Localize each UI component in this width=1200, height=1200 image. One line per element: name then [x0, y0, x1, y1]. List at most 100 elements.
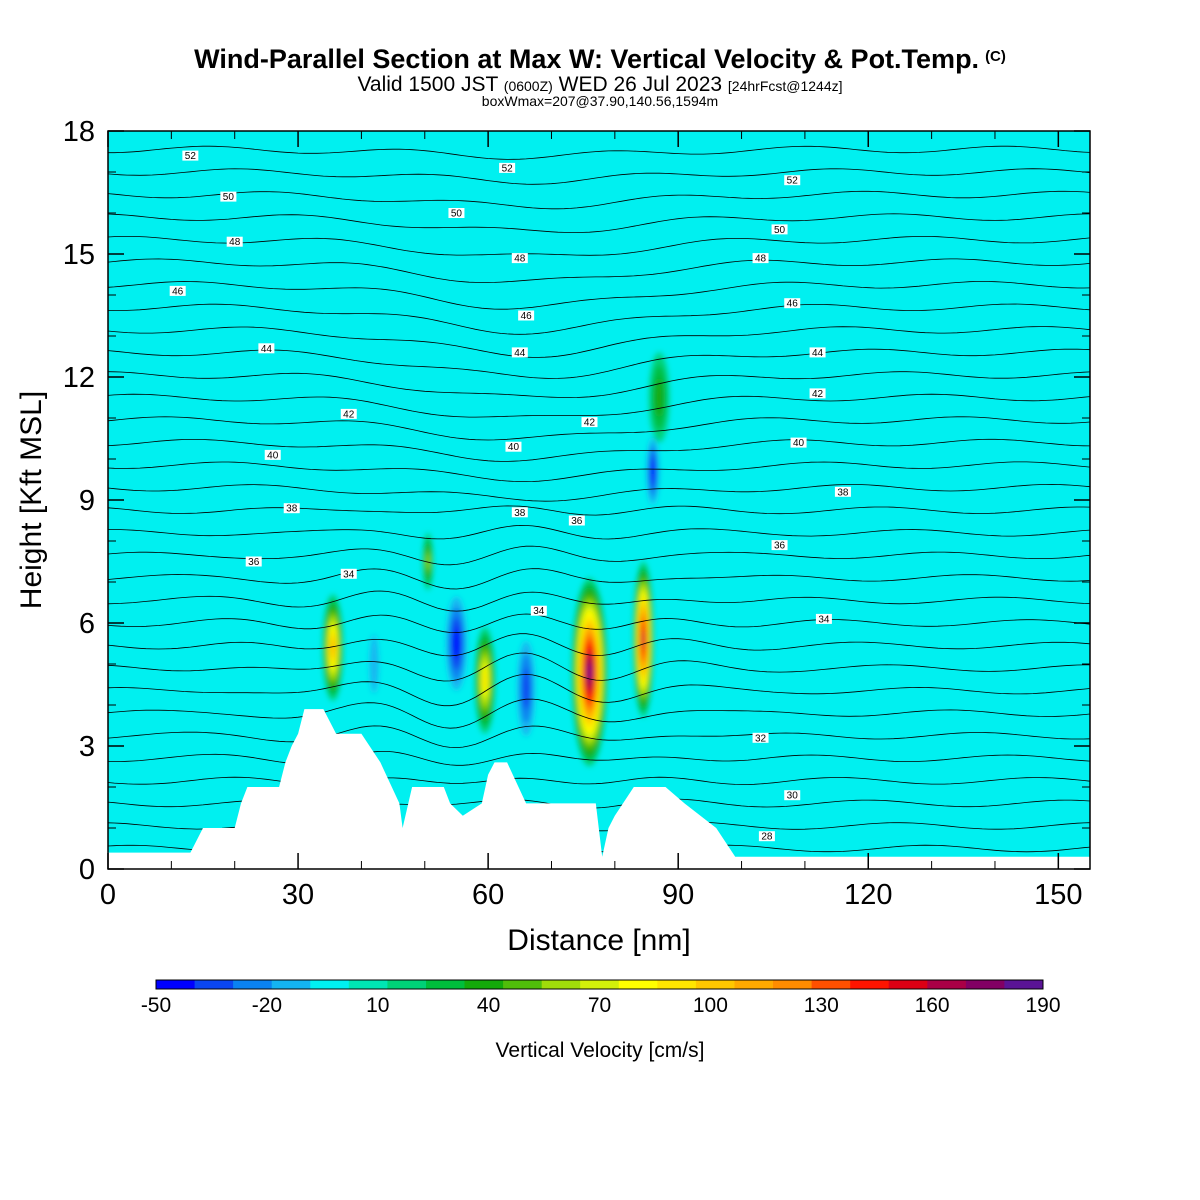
theta-label-22: 38: [511, 507, 528, 519]
y-tick-label: 12: [63, 362, 95, 394]
w-feature-4: [633, 561, 654, 718]
colorbar-tick-label: -20: [252, 994, 282, 1017]
colorbar-tick-label: 100: [693, 994, 728, 1017]
theta-label-text: 42: [343, 409, 355, 420]
theta-label-text: 44: [812, 348, 824, 359]
theta-label-0: 52: [182, 150, 199, 162]
isentrope: [108, 776, 1090, 785]
colorbar-swatch: [618, 980, 658, 989]
theta-label-text: 42: [584, 418, 596, 429]
theta-label-text: 36: [571, 516, 583, 527]
theta-label-23: 38: [834, 486, 851, 498]
isentrope: [108, 461, 1090, 482]
colorbar-swatch: [194, 980, 234, 989]
theta-label-4: 50: [448, 208, 465, 220]
colorbar-swatch: [734, 980, 774, 989]
colorbar-swatch: [503, 980, 543, 989]
theta-label-20: 40: [790, 437, 807, 449]
theta-label-29: 34: [815, 613, 832, 625]
isentrope: [108, 438, 1090, 462]
w-feature-2: [474, 627, 496, 734]
theta-label-text: 44: [514, 348, 526, 359]
chart-subtitle: Valid 1500 JST (0600Z) WED 26 Jul 2023 […: [357, 73, 843, 96]
theta-label-19: 40: [505, 441, 522, 453]
theta-label-25: 36: [568, 515, 585, 527]
colorbar-swatch: [310, 980, 350, 989]
theta-label-text: 34: [818, 614, 830, 625]
colorbar-tick-label: 10: [366, 994, 389, 1017]
isentrope: [108, 145, 1090, 160]
theta-label-text: 48: [755, 254, 767, 265]
isentrope: [108, 698, 1090, 729]
theta-label-text: 50: [223, 192, 235, 203]
y-tick-label: 6: [79, 608, 95, 640]
isentrope: [108, 371, 1090, 398]
theta-label-text: 40: [793, 438, 805, 449]
theta-label-11: 46: [784, 298, 801, 310]
w-feature-6: [514, 627, 538, 751]
theta-label-text: 40: [508, 442, 520, 453]
isentrope: [108, 652, 1090, 682]
theta-label-32: 28: [758, 831, 775, 843]
theta-label-13: 44: [511, 347, 528, 359]
x-axis-label: Distance [nm]: [507, 924, 690, 957]
colorbar-swatch: [156, 980, 196, 989]
y-tick-label: 3: [79, 731, 95, 763]
isentrope: [108, 416, 1090, 441]
chart-info: boxWmax=207@37.90,140.56,1594m: [481, 93, 719, 109]
colorbar-swatch: [541, 980, 581, 989]
forecast-date: WED 26 Jul 2023: [558, 73, 723, 96]
isentrope: [108, 613, 1090, 634]
colorbar-swatch: [387, 980, 427, 989]
x-tick-label: 0: [100, 879, 116, 911]
theta-label-text: 52: [502, 163, 514, 174]
theta-label-16: 42: [581, 417, 598, 429]
zulu-time: (0600Z): [503, 78, 553, 94]
theta-label-text: 46: [787, 299, 799, 310]
colorbar-swatch: [348, 980, 388, 989]
colorbar-swatch: [1004, 980, 1044, 989]
theta-label-6: 48: [226, 236, 243, 248]
x-tick-label: 150: [1034, 879, 1082, 911]
isentrope: [108, 168, 1090, 185]
colorbar-swatch: [965, 980, 1005, 989]
theta-label-5: 50: [771, 224, 788, 236]
theta-label-7: 48: [511, 253, 528, 265]
isentrope: [108, 190, 1090, 210]
colorbar-frame: [155, 979, 1044, 990]
y-tick-label: 0: [79, 854, 95, 886]
y-tick-label: 15: [63, 239, 95, 271]
w-feature-3: [571, 577, 608, 767]
theta-label-14: 44: [809, 347, 826, 359]
theta-label-text: 28: [761, 832, 773, 843]
theta-label-text: 50: [774, 225, 786, 236]
theta-label-21: 38: [283, 503, 300, 515]
chart-title: Wind-Parallel Section at Max W: Vertical…: [194, 44, 1006, 74]
theta-label-text: 38: [286, 504, 298, 515]
colorbar-swatch: [657, 980, 697, 989]
w-feature-5: [443, 586, 470, 701]
plot-area: 52 52 52 50 50 50 48 48 48 46 46 46 44 44 44 42 42 42 40 40…: [108, 131, 1090, 869]
isentrope: [108, 524, 1090, 540]
theta-label-text: 52: [787, 176, 799, 187]
w-feature-7: [366, 614, 382, 714]
theta-label-text: 36: [248, 557, 260, 568]
w-feature-8: [645, 430, 661, 513]
isentrope: [108, 213, 1090, 233]
isentrope: [108, 236, 1090, 256]
colorbar-swatch: [888, 980, 928, 989]
terrain: [108, 709, 1090, 869]
x-tick-label: 60: [472, 879, 504, 911]
isentrope: [108, 590, 1090, 612]
forecast-run: [24hrFcst@1244z]: [727, 78, 843, 94]
colorbar-swatch: [233, 980, 273, 989]
theta-label-18: 40: [264, 449, 281, 461]
title-tag: (C): [985, 48, 1006, 65]
theta-label-text: 50: [451, 209, 463, 220]
theta-label-2: 52: [784, 175, 801, 187]
isentrope: [108, 281, 1090, 310]
theta-label-text: 46: [172, 286, 184, 297]
x-tick-label: 90: [662, 879, 694, 911]
x-tick-label: 120: [844, 879, 892, 911]
theta-label-text: 30: [787, 791, 799, 802]
